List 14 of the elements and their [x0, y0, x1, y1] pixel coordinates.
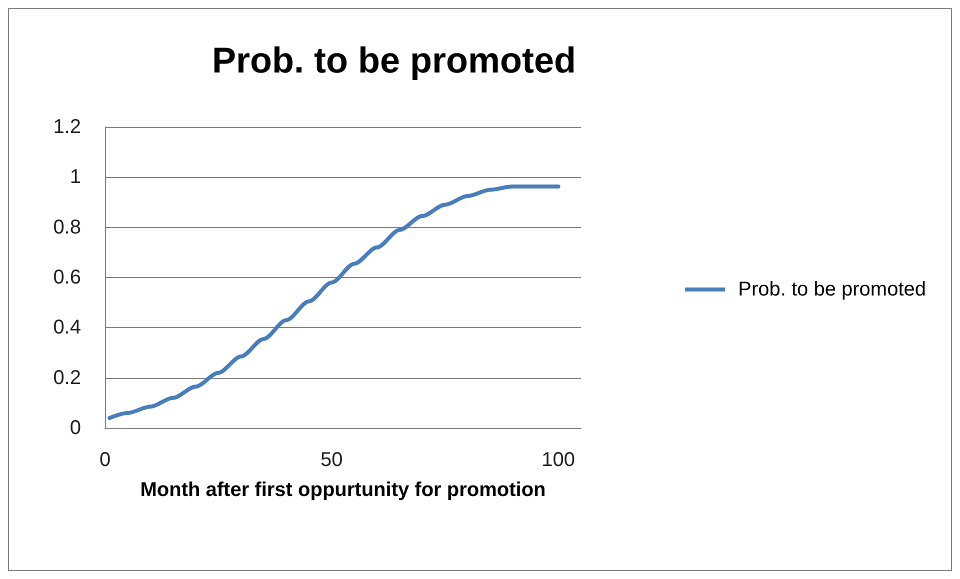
chart-title: Prob. to be promoted — [212, 40, 576, 80]
y-tick-label: 0.6 — [53, 266, 81, 288]
x-tick-label: 100 — [542, 449, 576, 471]
y-tick-label: 0 — [70, 417, 81, 439]
y-tick-label: 1 — [70, 166, 81, 188]
x-tick-label: 50 — [320, 449, 343, 471]
x-tick-label: 0 — [99, 449, 111, 471]
y-tick-label: 0.4 — [53, 316, 81, 339]
y-tick-label: 0.8 — [53, 216, 81, 238]
x-axis-title: Month after first oppurtunity for promotion — [140, 479, 546, 501]
line-series — [108, 184, 560, 420]
legend-label: Prob. to be promoted — [738, 278, 926, 300]
y-tick-label: 1.2 — [53, 116, 81, 138]
y-tick-label: 0.2 — [53, 366, 81, 389]
